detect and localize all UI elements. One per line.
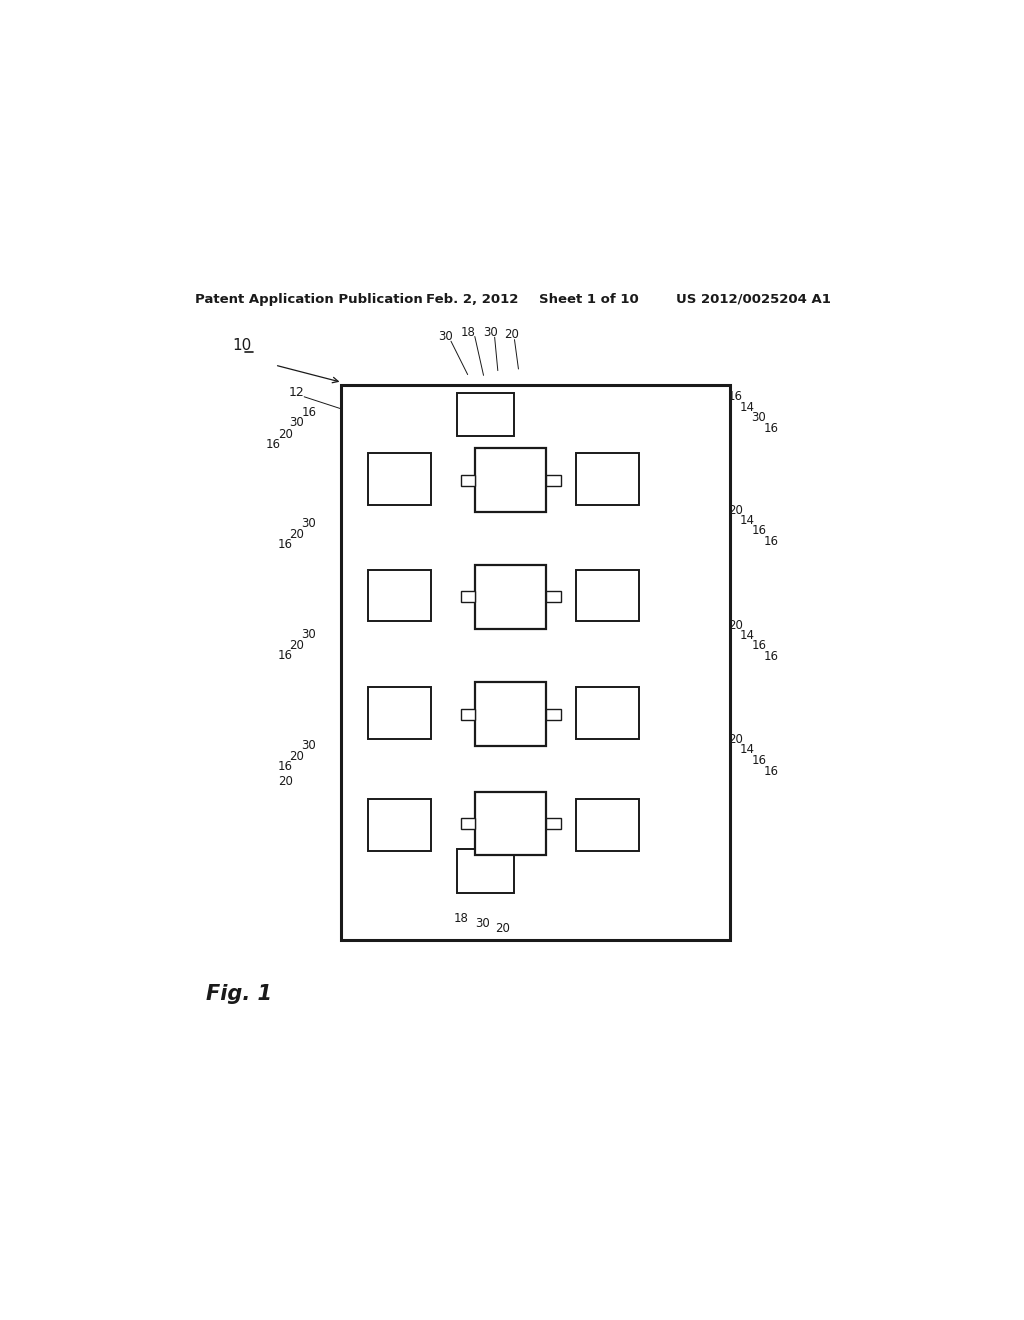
Bar	[461, 475, 475, 486]
Text: 20: 20	[504, 329, 519, 342]
Text: 30: 30	[301, 628, 316, 642]
Text: 18: 18	[461, 326, 476, 339]
Text: 20: 20	[728, 504, 742, 516]
Text: 20: 20	[728, 619, 742, 632]
Text: Feb. 2, 2012: Feb. 2, 2012	[426, 293, 518, 306]
Text: 14: 14	[739, 513, 755, 527]
Text: 20: 20	[290, 750, 304, 763]
Text: 20: 20	[290, 528, 304, 541]
Text: 14: 14	[739, 630, 755, 642]
Text: Patent Application Publication: Patent Application Publication	[196, 293, 423, 306]
Bar	[575, 453, 639, 504]
Text: 10: 10	[231, 338, 251, 352]
Text: 16: 16	[763, 535, 778, 548]
Bar	[546, 475, 560, 486]
Text: 16: 16	[278, 537, 293, 550]
Text: 16: 16	[763, 649, 778, 663]
Text: 30: 30	[438, 330, 453, 343]
Text: Sheet 1 of 10: Sheet 1 of 10	[539, 293, 639, 306]
Text: US 2012/0025204 A1: US 2012/0025204 A1	[676, 293, 830, 306]
Text: 30: 30	[752, 411, 766, 424]
Bar	[475, 565, 546, 628]
Text: 16: 16	[763, 764, 778, 777]
Text: 20: 20	[278, 775, 293, 788]
Text: 18: 18	[454, 912, 469, 925]
Bar	[546, 818, 560, 829]
Bar	[368, 453, 431, 504]
Text: 30: 30	[483, 326, 498, 339]
Bar	[475, 792, 546, 855]
Text: 16: 16	[752, 524, 766, 537]
Bar	[461, 591, 475, 602]
Text: 16: 16	[301, 407, 316, 420]
Bar	[575, 570, 639, 622]
Bar	[458, 393, 514, 437]
Text: 30: 30	[301, 517, 316, 531]
Bar	[475, 449, 546, 512]
Text: 16: 16	[728, 391, 742, 404]
Text: 14: 14	[739, 400, 755, 413]
Text: 30: 30	[290, 417, 304, 429]
Text: 14: 14	[739, 743, 755, 756]
Text: 30: 30	[475, 917, 490, 931]
Text: 16: 16	[266, 438, 281, 451]
Bar	[461, 818, 475, 829]
Bar	[546, 709, 560, 719]
Text: 16: 16	[752, 754, 766, 767]
Text: 20: 20	[290, 639, 304, 652]
Bar	[368, 570, 431, 622]
Text: 16: 16	[752, 639, 766, 652]
Bar	[575, 799, 639, 850]
Bar	[368, 688, 431, 739]
Text: Fig. 1: Fig. 1	[206, 983, 271, 1003]
Text: 16: 16	[278, 760, 293, 774]
Bar	[341, 385, 729, 940]
Text: 30: 30	[301, 739, 316, 752]
Bar	[368, 799, 431, 850]
Text: 20: 20	[278, 428, 293, 441]
Bar	[475, 682, 546, 746]
Bar	[546, 591, 560, 602]
Bar	[575, 688, 639, 739]
Text: 20: 20	[728, 733, 742, 746]
Text: 20: 20	[496, 921, 510, 935]
Bar	[458, 849, 514, 892]
Bar	[461, 709, 475, 719]
Text: 16: 16	[763, 422, 778, 436]
Text: 12: 12	[289, 387, 304, 400]
Text: 16: 16	[278, 649, 293, 663]
